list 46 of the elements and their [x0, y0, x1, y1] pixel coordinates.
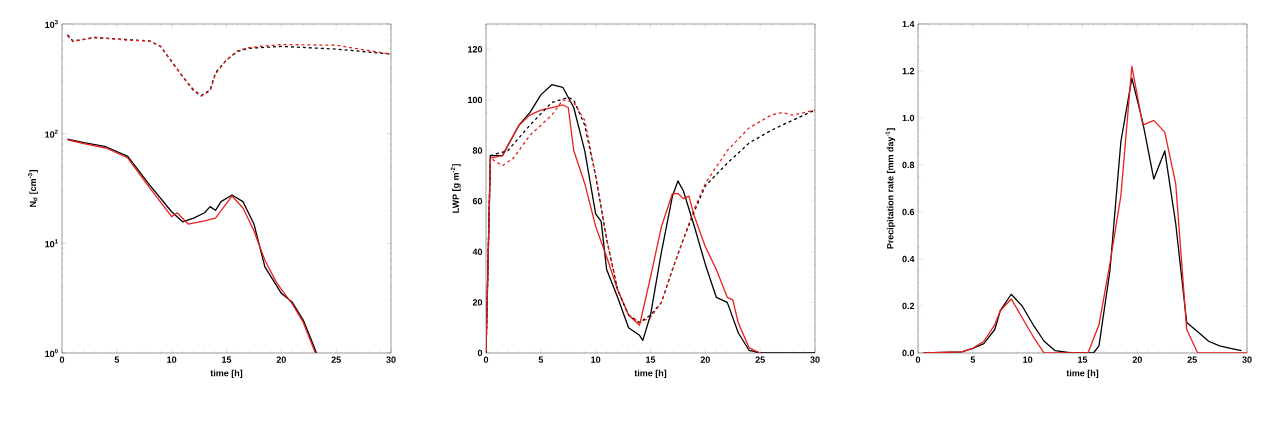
y-tick-label: 0.4 [902, 255, 915, 263]
x-tick-label: 30 [1242, 356, 1252, 363]
y-axis-title: Precipitation rate [mm day$^{-1}$] [885, 128, 896, 249]
x-tick-label: 0 [915, 356, 921, 363]
x-tick-label: 10 [591, 356, 601, 363]
x-tick-label: 5 [538, 356, 544, 363]
y-tick-label: 0 [477, 349, 483, 357]
y-tick-label: 60 [472, 197, 483, 205]
x-tick-label: 15 [1078, 356, 1088, 363]
y-tick-label: 10$^{0}$ [45, 348, 58, 358]
y-tick-label: 10$^{1}$ [45, 239, 58, 248]
y-axis-title: N$_{d}$ [cm$^{-3}$] [28, 170, 38, 207]
y-tick-label: 0.8 [902, 161, 915, 169]
x-tick-label: 30 [386, 356, 396, 363]
x-tick-label: 15 [222, 356, 232, 363]
y-tick-label: 1.0 [902, 114, 915, 122]
x-axis-title: time [h] [634, 369, 667, 379]
y-tick-label: 0.2 [902, 302, 915, 310]
y-tick-label: 80 [472, 147, 483, 154]
y-tick-label: 20 [472, 299, 483, 306]
x-tick-label: 30 [810, 356, 820, 363]
x-tick-label: 0 [483, 356, 489, 363]
x-tick-label: 20 [700, 356, 710, 363]
x-tick-label: 25 [1187, 356, 1197, 363]
x-axis-title: time [h] [1066, 369, 1099, 379]
x-tick-label: 25 [331, 356, 341, 363]
x-axis-title: time [h] [210, 369, 243, 379]
y-tick-label: 1.2 [902, 67, 915, 75]
x-tick-label: 5 [970, 356, 976, 363]
y-tick-label: 0.0 [902, 349, 915, 357]
y-axis-title: LWP [g m$^{-2}$] [450, 164, 461, 213]
x-tick-label: 5 [114, 356, 120, 363]
x-tick-label: 10 [1023, 356, 1033, 363]
y-tick-label: 120 [468, 46, 483, 53]
y-tick-label: 10$^{3}$ [45, 19, 58, 29]
y-tick-label: 40 [472, 248, 483, 255]
x-tick-label: 10 [167, 356, 177, 363]
x-tick-label: 25 [755, 356, 765, 363]
y-tick-label: 10$^{2}$ [45, 129, 58, 138]
x-tick-label: 0 [59, 356, 65, 363]
y-tick-label: 100 [468, 96, 483, 104]
x-tick-label: 15 [646, 356, 656, 363]
y-tick-label: 0.6 [902, 208, 915, 216]
y-tick-label: 1.4 [902, 20, 915, 28]
x-tick-label: 20 [1132, 356, 1142, 363]
x-tick-label: 20 [276, 356, 286, 363]
